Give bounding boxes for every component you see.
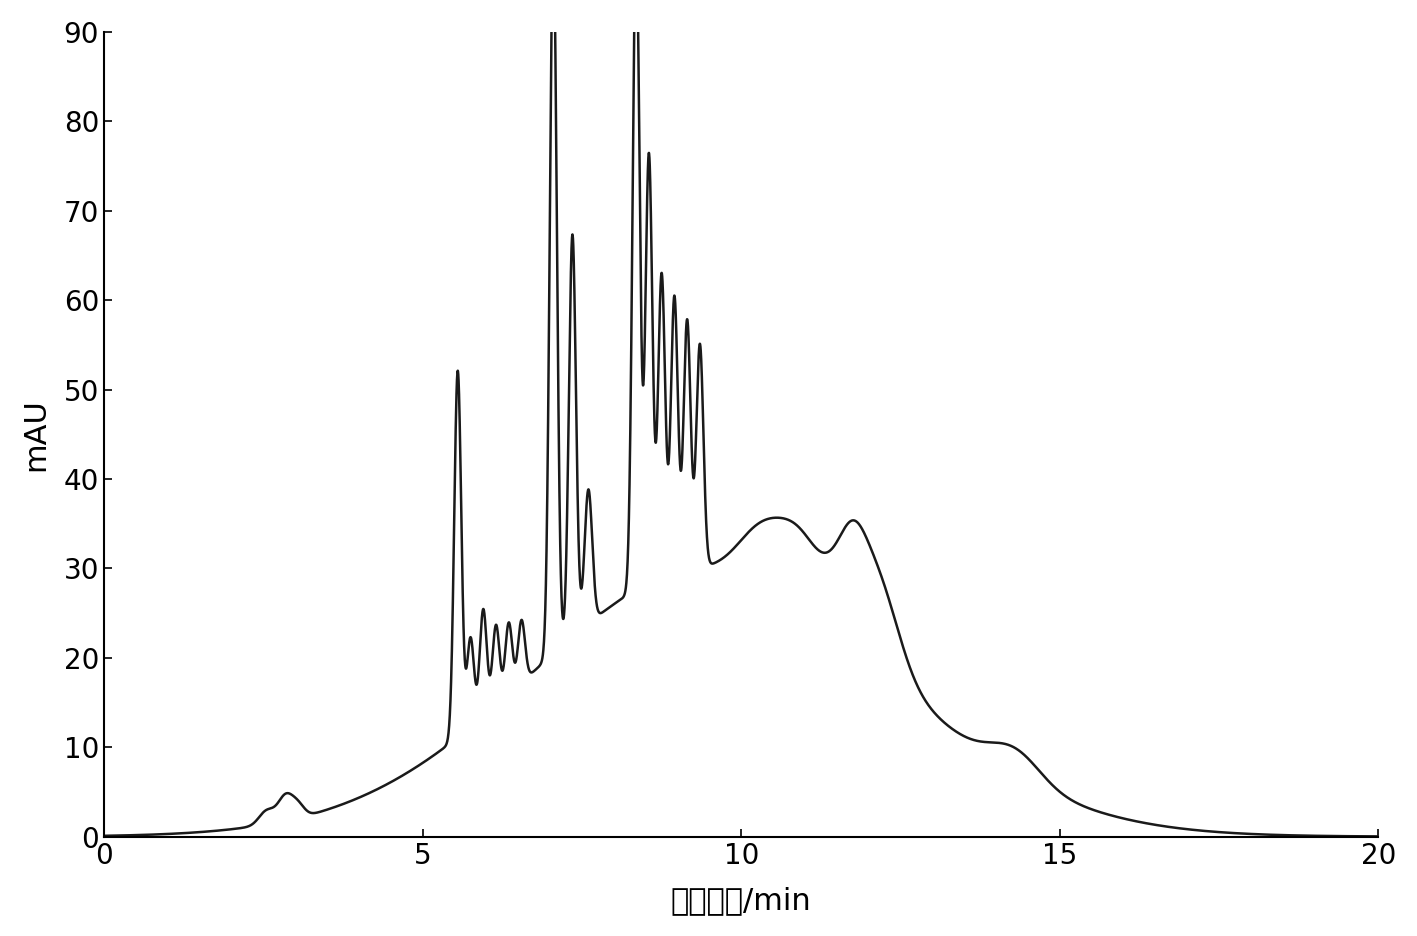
X-axis label: 保留时间/min: 保留时间/min (670, 886, 812, 915)
Y-axis label: mAU: mAU (21, 398, 50, 471)
